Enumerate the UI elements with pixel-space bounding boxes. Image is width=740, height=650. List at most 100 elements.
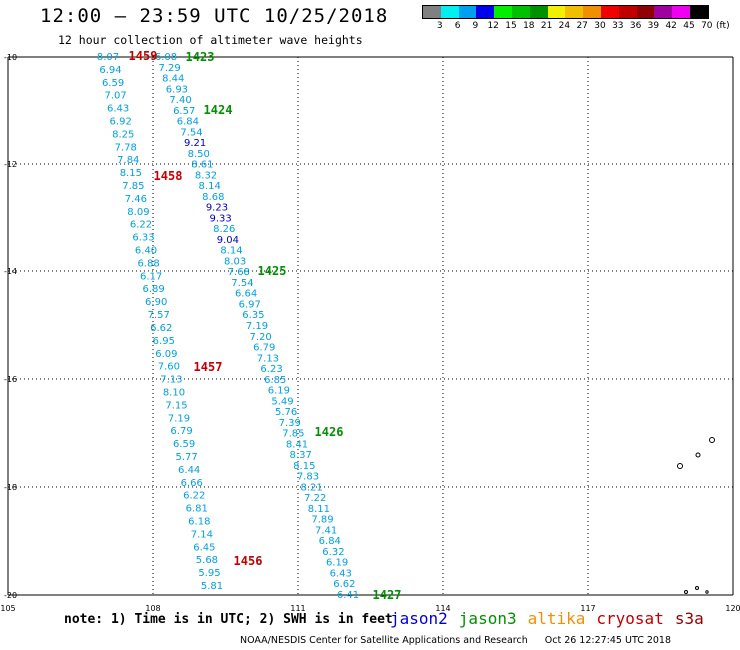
wave-height-value: 8.14 bbox=[220, 246, 242, 257]
legend-swatch bbox=[654, 6, 673, 18]
wave-height-value: 7.84 bbox=[117, 155, 139, 166]
legend-swatch bbox=[511, 6, 530, 18]
legend-label: 36 bbox=[629, 21, 642, 31]
y-tick-label: -10 bbox=[4, 53, 17, 62]
legend-label: 15 bbox=[505, 21, 517, 31]
y-tick-label: -16 bbox=[4, 375, 17, 384]
pass-time-label: 1459 bbox=[129, 49, 158, 63]
island-outlines bbox=[677, 437, 715, 594]
legend-label: 27 bbox=[576, 21, 588, 31]
legend-label: 12 bbox=[487, 21, 499, 31]
wave-height-value: 6.62 bbox=[150, 323, 172, 334]
satellite-key-item: jason3 bbox=[458, 609, 517, 628]
wave-height-value: 7.15 bbox=[165, 400, 187, 411]
color-legend: 3 6 9 12 15 18 21 24 27 30 33 36 39 42 45 70 (ft) bbox=[422, 5, 730, 33]
wave-height-value: 6.32 bbox=[322, 547, 344, 558]
wave-height-value: 6.45 bbox=[193, 542, 215, 553]
wave-height-value: 8.50 bbox=[188, 149, 210, 160]
page-title: 12:00 — 23:59 UTC 10/25/2018 bbox=[40, 5, 389, 27]
y-tick-label: -18 bbox=[4, 483, 17, 492]
wave-height-value: 6.79 bbox=[170, 426, 192, 437]
wave-height-value: 7.19 bbox=[246, 321, 268, 332]
wave-height-value: 6.81 bbox=[186, 504, 208, 515]
map-grid bbox=[7, 56, 734, 596]
wave-height-value: 5.76 bbox=[275, 407, 297, 418]
legend-swatch bbox=[689, 6, 708, 18]
legend-label: 45 bbox=[683, 21, 695, 31]
legend-label: 6 bbox=[454, 21, 461, 31]
wave-height-value: 7.19 bbox=[168, 413, 190, 424]
wave-height-value: 7.14 bbox=[191, 529, 213, 540]
pass-time-labels: 1459 1458 1457 1456 1423 1424 1425 1426 1427 bbox=[129, 49, 402, 602]
legend-swatch bbox=[458, 6, 477, 18]
legend-label: 33 bbox=[612, 21, 624, 31]
legend-swatch bbox=[476, 6, 495, 18]
wave-height-value: 8.61 bbox=[191, 160, 213, 171]
wave-height-value: 6.97 bbox=[239, 299, 261, 310]
footer-timestamp: Oct 26 12:27:45 UTC 2018 bbox=[544, 635, 672, 646]
wave-height-value: 5.77 bbox=[176, 452, 198, 463]
pass-time-label: 1424 bbox=[204, 103, 233, 117]
units-note: note: 1) Time is in UTC; 2) SWH is in fe… bbox=[64, 612, 393, 627]
wave-height-value: 8.15 bbox=[293, 461, 315, 472]
wave-height-value: 7.85 bbox=[122, 181, 144, 192]
wave-height-value: 7.13 bbox=[160, 375, 182, 386]
x-tick-label: 117 bbox=[580, 604, 595, 613]
wave-height-value: 6.85 bbox=[264, 375, 286, 386]
wave-height-value: 7.46 bbox=[125, 194, 147, 205]
wave-height-value: 7.78 bbox=[115, 142, 137, 153]
legend-labels: 3 6 9 12 15 18 21 24 27 30 33 36 39 42 45 70 (ft) bbox=[422, 19, 730, 33]
satellite-key-item: cryosat bbox=[596, 609, 664, 628]
wave-height-value: 6.84 bbox=[319, 536, 341, 547]
legend-label: 42 bbox=[665, 21, 677, 31]
wave-height-value: 8.44 bbox=[162, 74, 184, 85]
wave-height-value: 8.32 bbox=[195, 170, 217, 181]
legend-swatch bbox=[547, 6, 566, 18]
footer-credit: NOAA/NESDIS Center for Satellite Applica… bbox=[240, 635, 528, 646]
legend-label: 18 bbox=[523, 21, 535, 31]
wave-height-value: 7.29 bbox=[159, 63, 181, 74]
wave-height-value: 5.81 bbox=[201, 581, 223, 592]
wave-height-value: 7.13 bbox=[257, 353, 279, 364]
island-outline bbox=[705, 590, 709, 594]
wave-height-value: 6.79 bbox=[253, 343, 275, 354]
wave-height-value: 6.22 bbox=[130, 220, 152, 231]
wave-height-value: 6.59 bbox=[102, 78, 124, 89]
y-tick-label: -12 bbox=[4, 160, 17, 169]
legend-label: 39 bbox=[647, 21, 660, 31]
wave-height-value: 8.68 bbox=[202, 192, 224, 203]
wave-height-value: 5.95 bbox=[198, 568, 220, 579]
x-tick-label: 114 bbox=[435, 604, 450, 613]
pass-time-label: 1427 bbox=[373, 588, 402, 602]
wave-height-value: 6.64 bbox=[235, 289, 257, 300]
wave-height-value: 7.85 bbox=[282, 429, 304, 440]
wave-height-value: 9.21 bbox=[184, 138, 206, 149]
wave-height-value: 7.57 bbox=[148, 310, 170, 321]
satellite-key-item: altika bbox=[527, 609, 586, 628]
wave-height-value: 6.43 bbox=[330, 568, 352, 579]
wave-height-value: 8.03 bbox=[224, 256, 246, 267]
wave-height-value: 8.11 bbox=[308, 504, 330, 515]
x-tick-label: 105 bbox=[0, 604, 15, 613]
page-subtitle: 12 hour collection of altimeter wave hei… bbox=[58, 33, 363, 47]
x-tick-label: 120 bbox=[725, 604, 740, 613]
wave-height-value: 8.15 bbox=[120, 168, 142, 179]
legend-label: 24 bbox=[558, 21, 571, 31]
wave-height-value: 6.95 bbox=[153, 336, 175, 347]
wave-height-value: 7.40 bbox=[169, 95, 191, 106]
wave-height-value: 6.09 bbox=[155, 349, 177, 360]
pass-time-label: 1458 bbox=[154, 169, 183, 183]
wave-height-value: 6.66 bbox=[181, 478, 203, 489]
wave-height-value: 7.54 bbox=[231, 278, 253, 289]
wave-height-value: 7.20 bbox=[250, 332, 272, 343]
wave-height-value: 9.23 bbox=[206, 203, 228, 214]
wave-height-value: 6.92 bbox=[110, 117, 132, 128]
island-outline bbox=[695, 586, 699, 590]
wave-height-value: 8.09 bbox=[127, 207, 149, 218]
wave-height-value: 7.39 bbox=[279, 418, 301, 429]
wave-height-values: 8.07 6.94 6.59 7.07 6.43 6.928.25 7.78 7.84 8.15… bbox=[97, 52, 359, 601]
pass-time-label: 1426 bbox=[315, 425, 344, 439]
wave-height-value: 9.33 bbox=[209, 213, 231, 224]
legend-swatches bbox=[422, 5, 709, 19]
